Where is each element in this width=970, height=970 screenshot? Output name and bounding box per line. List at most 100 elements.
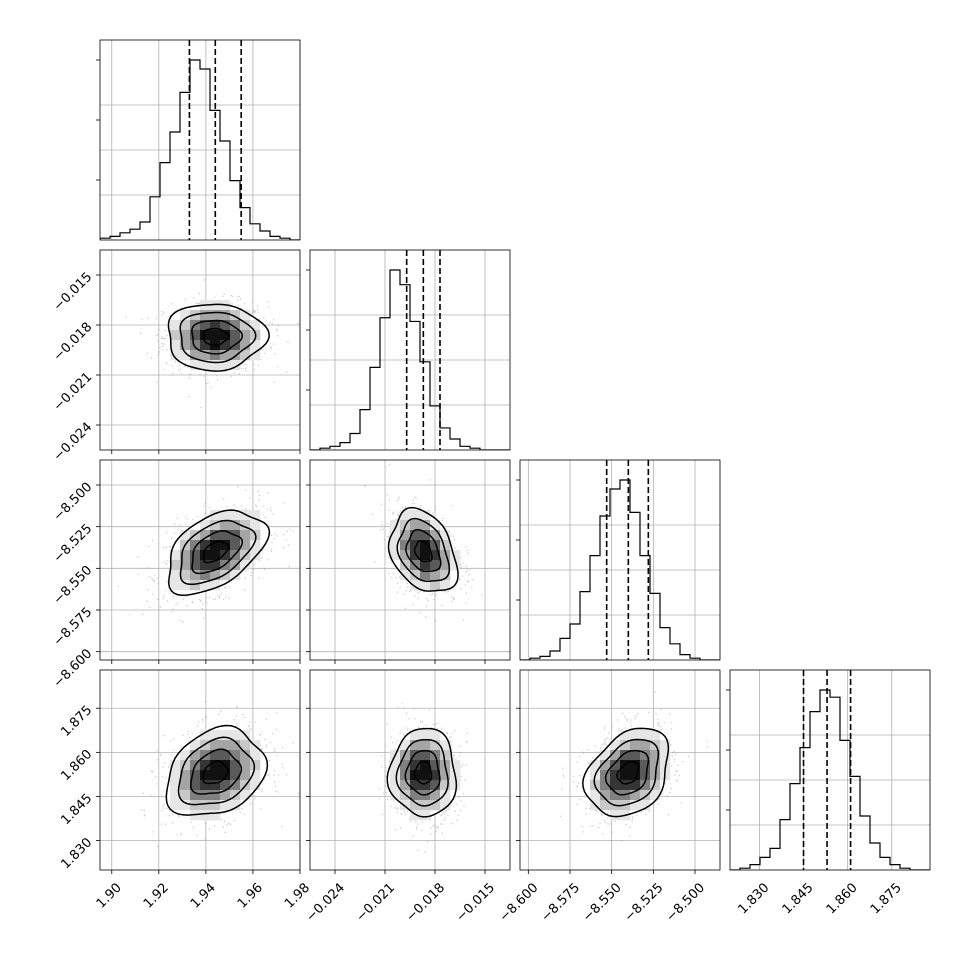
- density-cell: [210, 740, 221, 751]
- density-cell: [190, 560, 201, 571]
- density-cell: [180, 350, 191, 361]
- density-cell: [250, 760, 261, 771]
- density-cell: [440, 560, 451, 571]
- density-cell: [220, 530, 231, 541]
- density-cell: [180, 550, 191, 561]
- density-cell: [590, 790, 601, 801]
- contour-2sigma: [168, 509, 271, 596]
- density-cell: [640, 750, 651, 761]
- density-cell: [410, 510, 421, 521]
- density-cell: [650, 750, 661, 761]
- density-cell: [170, 770, 181, 781]
- density-cell: [170, 550, 181, 561]
- density-cell: [430, 540, 441, 551]
- density-cell: [230, 510, 241, 521]
- density-cell: [610, 770, 621, 781]
- density-cell: [440, 540, 451, 551]
- density-cell: [390, 790, 401, 801]
- density-cell: [180, 310, 191, 321]
- density-cell: [240, 560, 251, 571]
- density-cell: [420, 570, 431, 581]
- density-cell: [440, 780, 451, 791]
- panel-content: [310, 670, 510, 870]
- density-cell: [420, 560, 431, 571]
- density-cell: [430, 580, 441, 591]
- density-cell: [250, 340, 261, 351]
- y-tick-label-2-3: −8.525: [51, 521, 96, 566]
- density-cell: [210, 310, 221, 321]
- density-cell: [170, 350, 181, 361]
- contour-1sigma: [604, 749, 650, 796]
- density-cell: [650, 730, 661, 741]
- density-cell: [420, 770, 431, 781]
- density-cell: [430, 520, 441, 531]
- density-cell: [190, 570, 201, 581]
- x-tick-label-1-1: −0.021: [353, 880, 398, 925]
- density-cell: [410, 520, 421, 531]
- density-cell: [230, 750, 241, 761]
- panel-content: [520, 670, 720, 870]
- x-tick-label-0-3: 1.96: [235, 880, 266, 911]
- density-cell: [200, 320, 211, 331]
- density-cell: [650, 790, 661, 801]
- density-cell: [420, 580, 431, 591]
- density-cell: [420, 810, 431, 821]
- density-cell: [170, 330, 181, 341]
- density-cell: [170, 760, 181, 771]
- y-tick-label-3-3: 1.875: [58, 703, 95, 740]
- density-panel-2-3: [516, 669, 721, 874]
- density-cell: [250, 510, 261, 521]
- density-cell: [190, 350, 201, 361]
- density-cell: [180, 580, 191, 591]
- density-cell: [430, 560, 441, 571]
- density-cell: [200, 580, 211, 591]
- histogram-step-0: [100, 59, 300, 240]
- contour-1sigma: [404, 750, 441, 796]
- density-cell: [640, 800, 651, 811]
- contour-1.5sigma: [177, 736, 256, 806]
- density-cell: [180, 800, 191, 811]
- density-cell: [440, 800, 451, 811]
- x-tick-label-3-3: 1.875: [868, 880, 905, 917]
- density-panel-1-3: [306, 669, 511, 874]
- density-cell: [600, 750, 611, 761]
- density-cell: [630, 760, 641, 771]
- contour-0.5sigma: [616, 761, 640, 785]
- density-cell: [240, 310, 251, 321]
- density-cell: [240, 770, 251, 781]
- density-cell: [410, 740, 421, 751]
- density-cell: [400, 780, 411, 791]
- density-cell: [250, 520, 261, 531]
- density-cell: [210, 570, 221, 581]
- density-cell: [400, 760, 411, 771]
- contour-2sigma: [386, 727, 458, 818]
- density-cell: [170, 780, 181, 791]
- density-cell: [200, 730, 211, 741]
- y-tick-label-2-0: −8.600: [51, 646, 96, 691]
- histogram-panel-2: [516, 459, 721, 661]
- density-cell: [630, 790, 641, 801]
- density-cell: [390, 540, 401, 551]
- density-panel-0-3: [96, 669, 301, 874]
- density-cell: [620, 770, 631, 781]
- histogram-step-2: [520, 479, 720, 660]
- density-cell: [640, 790, 651, 801]
- density-cell: [410, 550, 421, 561]
- histogram-step-3: [730, 689, 930, 870]
- density-cell: [190, 790, 201, 801]
- density-cell: [210, 330, 221, 341]
- density-cell: [430, 740, 441, 751]
- contour-0.5sigma: [202, 540, 230, 564]
- y-tick-label-2-2: −8.550: [51, 563, 96, 608]
- density-cell: [450, 760, 461, 771]
- density-cell: [220, 750, 231, 761]
- density-cell: [220, 770, 231, 781]
- density-cell: [240, 740, 251, 751]
- x-tick-label-2-3: −8.525: [622, 880, 667, 925]
- panel-frame: [729, 669, 931, 871]
- density-cell: [400, 550, 411, 561]
- contour-1.5sigma: [396, 517, 451, 583]
- density-cell: [190, 550, 201, 561]
- density-cell: [440, 770, 451, 781]
- density-cell: [210, 800, 221, 811]
